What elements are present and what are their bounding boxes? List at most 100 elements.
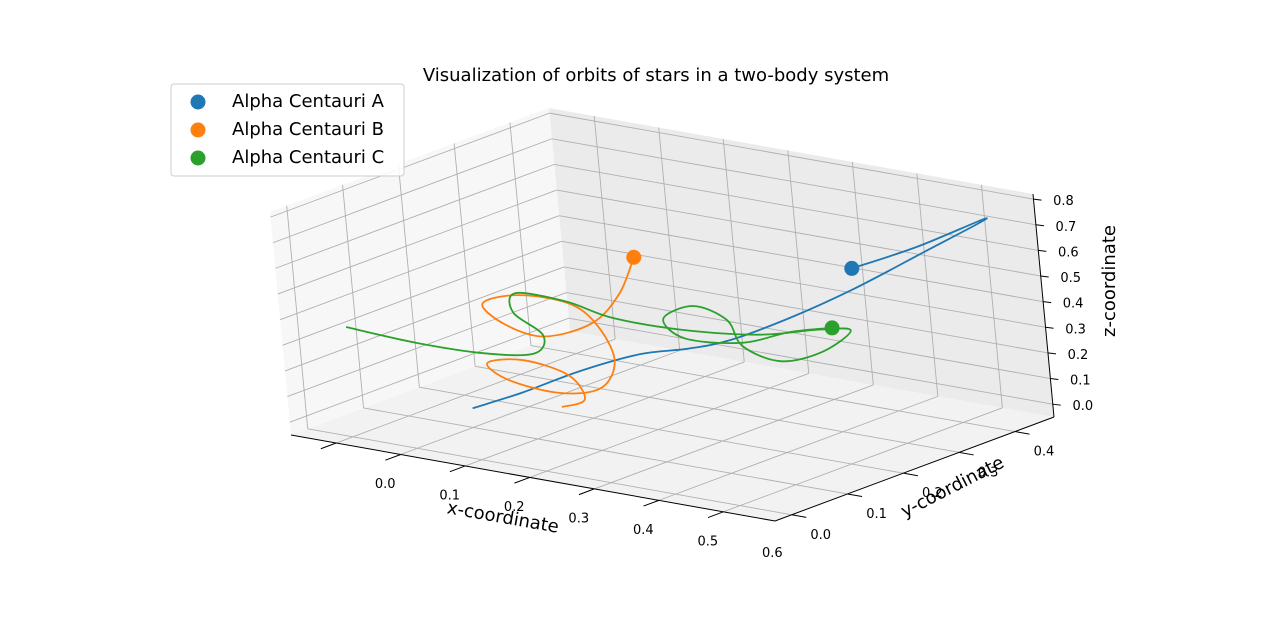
- legend-marker-alpha-centauri-b: [190, 122, 206, 138]
- z-tick-mark: [1040, 275, 1049, 278]
- series-marker-alpha-centauri-b: [626, 249, 642, 265]
- y-grid-line: [363, 407, 848, 495]
- z-tick-label: 0.1: [1070, 374, 1091, 389]
- x-grid-line: [722, 138, 745, 363]
- legend-label-alpha-centauri-a: Alpha Centauri A: [232, 91, 385, 112]
- series-lines: [345, 217, 988, 410]
- z-tick-label: 0.4: [1063, 297, 1084, 312]
- y-tick-label: 0.2: [922, 486, 943, 501]
- y-tick-mark: [847, 493, 863, 498]
- z-tick-mark: [1047, 352, 1057, 355]
- x-grid-line: [594, 384, 874, 490]
- z-grid-line: [563, 266, 1049, 354]
- y-tick-mark: [1014, 431, 1030, 435]
- z-tick-mark: [1052, 403, 1061, 406]
- x-grid-line: [787, 150, 810, 374]
- z-tick-mark: [1038, 249, 1047, 252]
- legend-box: [170, 83, 405, 177]
- y-grid-line: [397, 164, 420, 388]
- x-tick-label: 0.2: [504, 500, 525, 515]
- series-marker-alpha-centauri-c: [824, 320, 840, 336]
- z-grid-line: [566, 292, 1051, 379]
- y-grid-line: [342, 184, 364, 409]
- legend-marker-alpha-centauri-c: [190, 150, 206, 166]
- back-pane: [549, 108, 1054, 417]
- z-grid-line: [568, 317, 1053, 405]
- y-grid-line: [509, 122, 532, 346]
- z-grid-line: [549, 112, 1034, 200]
- z-tick-mark: [1045, 326, 1054, 329]
- x-tick-mark: [385, 454, 401, 461]
- x-grid-line: [400, 350, 680, 455]
- z-grid-line: [284, 266, 565, 372]
- x-tick-label: 0.1: [439, 488, 460, 503]
- x-tick-mark: [578, 488, 595, 496]
- x-tick-label: 0.5: [697, 534, 718, 549]
- x-grid-line: [529, 373, 809, 478]
- x-grid-line: [916, 173, 939, 397]
- x-tick-label: 0.4: [633, 523, 654, 538]
- series-marker-alpha-centauri-a: [844, 260, 860, 276]
- x-grid-line: [658, 395, 938, 501]
- series-line-alpha-centauri-c: [345, 291, 852, 363]
- y-tick-mark: [959, 451, 974, 456]
- x-tick-mark: [707, 511, 724, 519]
- y-tick-label: 0.4: [1034, 445, 1055, 460]
- y-grid-line: [307, 428, 792, 516]
- z-tick-mark: [1043, 301, 1052, 304]
- y-grid-line: [286, 205, 309, 429]
- y-grid-line: [530, 345, 1016, 433]
- z-grid-line: [272, 138, 553, 244]
- z-grid-line: [551, 138, 1036, 226]
- legend-marker-alpha-centauri-a: [190, 94, 206, 110]
- x-grid-line: [336, 338, 616, 444]
- z-tick-label: 0.8: [1053, 194, 1074, 209]
- z-grid-line: [556, 189, 1041, 277]
- y-tick-mark: [791, 514, 807, 518]
- legend-label-alpha-centauri-b: Alpha Centauri B: [232, 119, 384, 140]
- series-line-alpha-centauri-b: [481, 256, 635, 408]
- z-tick-mark: [1050, 378, 1059, 381]
- z-grid-line: [561, 240, 1046, 328]
- y-tick-label: 0.1: [866, 507, 887, 522]
- x-grid-line: [465, 361, 745, 467]
- tick-labels: 0.0 0.1 0.2 0.3 0.4 0.5 0.6 0.0 0.1 0.2 0.3 0.4 0.0 0…: [375, 194, 1093, 561]
- z-tick-label: 0.6: [1058, 245, 1079, 260]
- z-tick-mark: [1033, 198, 1042, 201]
- legend-label-alpha-centauri-c: Alpha Centauri C: [232, 147, 384, 168]
- z-grid-line: [270, 112, 550, 218]
- y-tick-mark: [903, 472, 918, 477]
- z-grid-line: [289, 317, 569, 423]
- x-grid-line: [980, 184, 1003, 408]
- y-tick-label: 0.0: [810, 528, 831, 543]
- y-grid-line: [453, 143, 476, 367]
- z-tick-label: 0.3: [1065, 322, 1086, 337]
- y-tick-label: 0.3: [978, 465, 999, 480]
- floor-pane: [291, 331, 1054, 521]
- z-grid-line: [559, 215, 1044, 303]
- y-grid-line: [419, 386, 904, 474]
- y-axis-line: [774, 416, 1055, 522]
- z-axis-title: z-coordinate: [1099, 225, 1120, 337]
- z-tick-label: 0.5: [1060, 271, 1081, 286]
- x-tick-mark: [320, 442, 337, 450]
- x-tick-label: 0.0: [375, 477, 396, 492]
- legend: Alpha Centauri A Alpha Centauri B Alpha …: [170, 83, 405, 177]
- z-tick-label: 0.2: [1068, 348, 1089, 363]
- z-axis-line: [1032, 193, 1055, 418]
- x-tick-mark: [514, 476, 530, 484]
- z-grid-line: [277, 189, 557, 295]
- z-grid-line: [279, 215, 560, 321]
- axis-lines: [290, 193, 1061, 522]
- x-grid-line: [658, 127, 681, 351]
- x-tick-label: 0.6: [762, 546, 783, 561]
- x-tick-mark: [449, 465, 466, 473]
- x-tick-label: 0.3: [568, 511, 589, 526]
- z-tick-label: 0.0: [1072, 399, 1093, 414]
- z-grid-line: [282, 240, 562, 346]
- x-axis-line: [290, 434, 776, 522]
- chart-title: Visualization of orbits of stars in a tw…: [423, 65, 889, 86]
- x-grid-line: [723, 407, 1003, 513]
